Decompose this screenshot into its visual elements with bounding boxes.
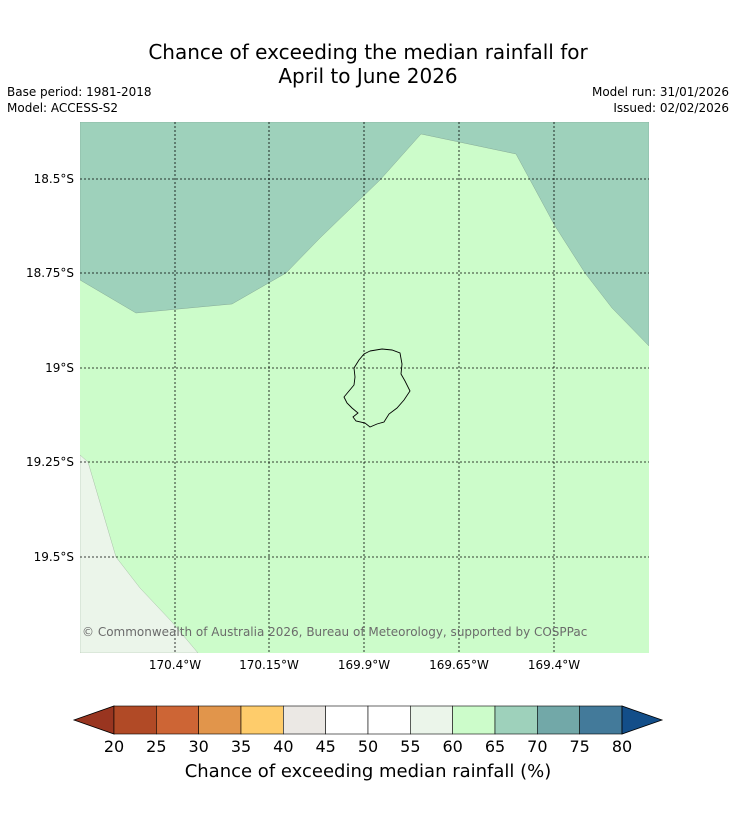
colorbar-segment — [367, 705, 411, 735]
forecast-map — [80, 122, 649, 653]
region-55-60 — [80, 454, 199, 653]
lon-label-169-9: 169.9°W — [337, 658, 391, 672]
colorbar-segment — [537, 705, 580, 735]
colorbar-segment — [156, 705, 199, 735]
lat-label-18-75: 18.75°S — [26, 266, 74, 280]
colorbar-tick-label: 75 — [569, 737, 590, 756]
lon-label-169-4: 169.4°W — [527, 658, 581, 672]
copyright-notice: © Commonwealth of Australia 2026, Bureau… — [82, 625, 588, 639]
colorbar-tick-label: 55 — [400, 737, 421, 756]
colorbar-tick-label: 25 — [146, 737, 167, 756]
colorbar-segment — [494, 705, 538, 735]
colorbar-segment — [113, 705, 157, 735]
colorbar-tick-label: 70 — [527, 737, 548, 756]
colorbar-tick-label: 50 — [357, 737, 379, 756]
lat-label-19: 19°S — [45, 361, 74, 375]
colorbar-tick-label: 30 — [188, 737, 209, 756]
model-run: Model run: 31/01/2026 — [591, 85, 729, 99]
colorbar-tick-label: 65 — [484, 737, 506, 756]
colorbar-segment — [452, 705, 496, 735]
colorbar-segment — [240, 705, 284, 735]
base-period: Base period: 1981-2018 — [7, 85, 152, 99]
colorbar-tick-label: 60 — [442, 737, 463, 756]
colorbar-segment — [283, 705, 326, 735]
colorbar-tick-label: 40 — [273, 737, 294, 756]
colorbar-tick-label: 35 — [230, 737, 252, 756]
issued-date: Issued: 02/02/2026 — [613, 101, 729, 115]
colorbar-over-arrow — [621, 705, 664, 735]
colorbar-segment — [410, 705, 453, 735]
lat-label-18-5: 18.5°S — [33, 172, 74, 186]
colorbar-under-arrow — [72, 705, 115, 735]
lat-label-19-5: 19.5°S — [33, 550, 74, 564]
colorbar-tick-label: 45 — [315, 737, 336, 756]
lon-label-169-65: 169.65°W — [429, 658, 489, 672]
colorbar-label: Chance of exceeding median rainfall (%) — [184, 761, 552, 782]
colorbar-segment — [579, 705, 623, 735]
region-70-75 — [80, 122, 649, 347]
lon-label-170-4: 170.4°W — [148, 658, 202, 672]
graticule — [80, 122, 649, 653]
colorbar-segment — [325, 705, 369, 735]
lat-label-19-25: 19.25°S — [26, 455, 74, 469]
island-coastline — [343, 348, 411, 428]
lon-label-170-15: 170.15°W — [239, 658, 299, 672]
title-line-2: April to June 2026 — [278, 64, 458, 88]
colorbar-segment — [198, 705, 242, 735]
title-line-1: Chance of exceeding the median rainfall … — [148, 40, 588, 64]
colorbar-tick-label: 80 — [611, 737, 633, 756]
model-name: Model: ACCESS-S2 — [7, 101, 119, 115]
colorbar-tick-label: 20 — [103, 737, 125, 756]
